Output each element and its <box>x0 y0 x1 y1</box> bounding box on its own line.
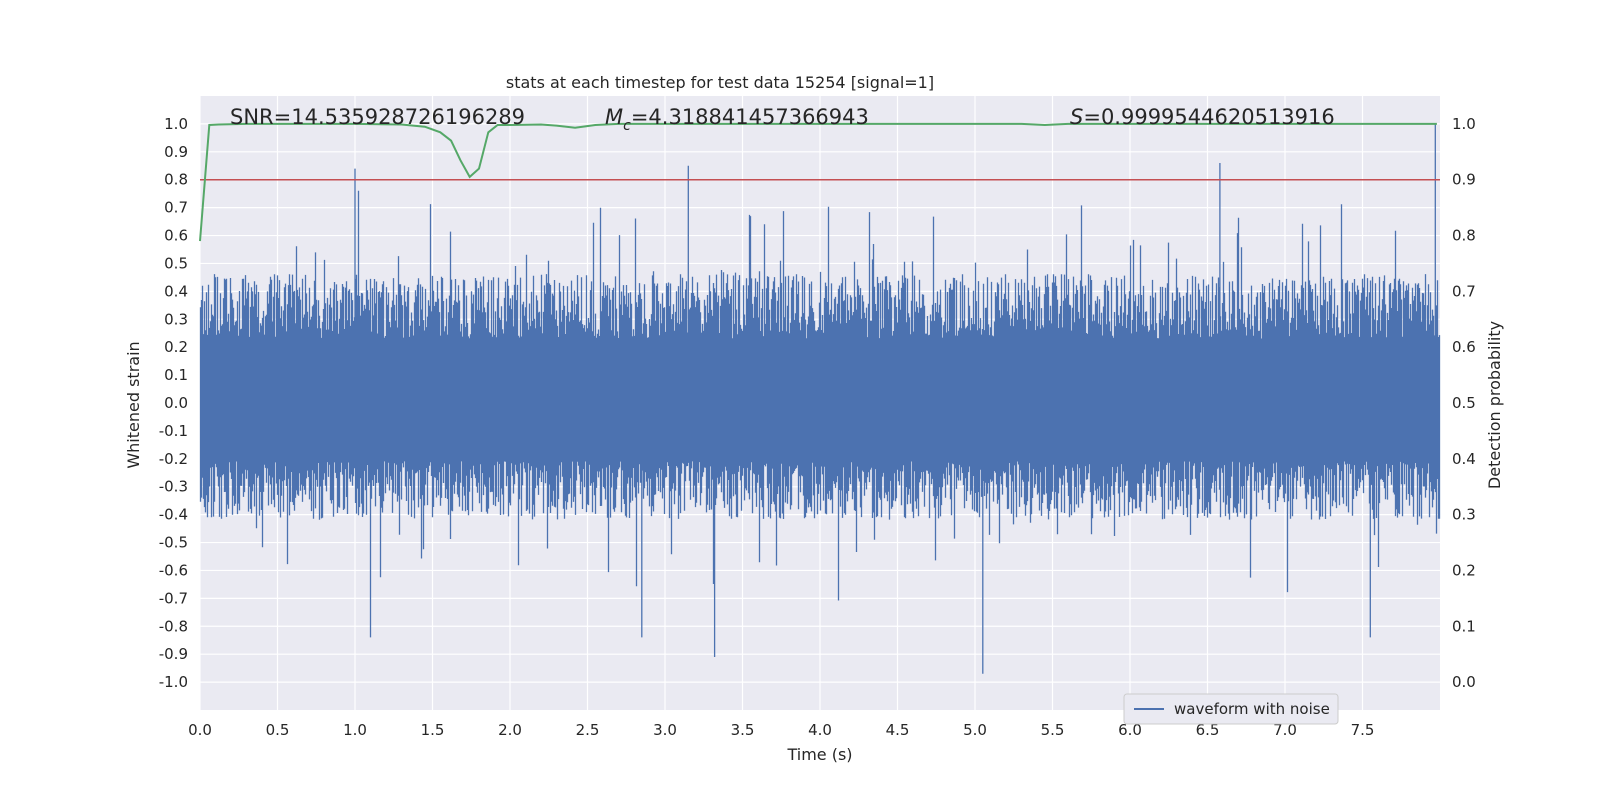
x-tick-label: 5.0 <box>963 721 987 739</box>
x-tick-label: 1.0 <box>343 721 367 739</box>
y-tick-label: 0.2 <box>164 338 188 356</box>
y-tick-label: -0.1 <box>159 422 188 440</box>
right-tick-label: 1.0 <box>1452 115 1476 133</box>
y-tick-label: 0.9 <box>164 143 188 161</box>
y-tick-label: 0.1 <box>164 366 188 384</box>
x-tick-label: 4.0 <box>808 721 832 739</box>
x-tick-label: 3.5 <box>731 721 755 739</box>
y-tick-label: -0.5 <box>159 534 188 552</box>
legend-label: waveform with noise <box>1174 700 1330 718</box>
y-tick-label: 0.5 <box>164 254 188 272</box>
y-tick-label: 0.3 <box>164 310 188 328</box>
y-axis-label: Whitened strain <box>124 341 143 468</box>
y-tick-label: 0.8 <box>164 171 188 189</box>
y-tick-label: -0.7 <box>159 589 188 607</box>
x-tick-label: 2.5 <box>576 721 600 739</box>
right-tick-label: 0.1 <box>1452 617 1476 635</box>
y-tick-label: 1.0 <box>164 115 188 133</box>
y-tick-label: -0.9 <box>159 645 188 663</box>
chart-title: stats at each timestep for test data 152… <box>506 73 934 92</box>
y-tick-label: -0.3 <box>159 478 188 496</box>
x-tick-label: 7.5 <box>1351 721 1375 739</box>
waveform-trace <box>199 123 1441 674</box>
y-tick-label: -1.0 <box>159 673 188 691</box>
x-tick-label: 3.0 <box>653 721 677 739</box>
snr-annotation: SNR=14.535928726196289 <box>230 105 525 129</box>
y-tick-label: -0.2 <box>159 450 188 468</box>
x-tick-label: 0.5 <box>266 721 290 739</box>
y-right-axis-label: Detection probability <box>1485 321 1504 489</box>
y-tick-label: 0.6 <box>164 227 188 245</box>
legend-box <box>1123 693 1339 725</box>
x-tick-labels: 0.0 0.5 1.0 1.5 2.0 2.5 3.0 3.5 4.0 4.5 5.0 5.5 6.0 6… <box>188 721 1374 739</box>
score-symbol: S <box>1070 105 1083 129</box>
x-tick-label: 7.0 <box>1273 721 1297 739</box>
chirp-mass-symbol: M <box>605 105 623 129</box>
y-tick-label: -0.4 <box>159 506 188 524</box>
right-tick-label: 0.6 <box>1452 338 1476 356</box>
chirp-mass-annotation: Mc=4.318841457366943 <box>605 105 869 134</box>
score-value: =0.9999544620513916 <box>1083 105 1334 129</box>
right-tick-label: 0.2 <box>1452 561 1476 579</box>
y-tick-label: 0.0 <box>164 394 188 412</box>
y-tick-label: -0.8 <box>159 617 188 635</box>
x-tick-label: 6.0 <box>1118 721 1142 739</box>
y-tick-label: 0.4 <box>164 282 188 300</box>
right-tick-label: 0.5 <box>1452 394 1476 412</box>
chirp-mass-value: =4.318841457366943 <box>631 105 869 129</box>
x-tick-label: 6.5 <box>1196 721 1220 739</box>
y-tick-label: 0.7 <box>164 199 188 217</box>
x-tick-label: 5.5 <box>1041 721 1065 739</box>
right-tick-label: 0.3 <box>1452 506 1476 524</box>
x-tick-label: 4.5 <box>886 721 910 739</box>
y-tick-label: -0.6 <box>159 561 188 579</box>
score-annotation: S=0.9999544620513916 <box>1070 105 1335 129</box>
y-tick-labels: 1.0 0.9 0.8 0.7 0.6 0.5 0.4 0.3 0.2 0.1 0.0 -0.1 -0.… <box>159 115 188 691</box>
legend: waveform with noise <box>1123 693 1339 725</box>
right-tick-label: 0.0 <box>1452 673 1476 691</box>
chirp-mass-subscript: c <box>623 118 631 134</box>
waveform-series <box>199 123 1441 674</box>
right-tick-label: 0.4 <box>1452 450 1476 468</box>
detection-probability-line <box>199 122 1437 242</box>
right-tick-label: 0.7 <box>1452 282 1476 300</box>
x-tick-label: 1.5 <box>421 721 445 739</box>
right-tick-label: 0.9 <box>1452 171 1476 189</box>
x-tick-label: 0.0 <box>188 721 212 739</box>
x-axis-label: Time (s) <box>786 745 852 764</box>
right-tick-label: 0.8 <box>1452 227 1476 245</box>
right-tick-labels: 1.0 0.9 0.8 0.7 0.6 0.5 0.4 0.3 0.2 0.1 0.0 <box>1452 115 1476 691</box>
x-tick-label: 2.0 <box>498 721 522 739</box>
